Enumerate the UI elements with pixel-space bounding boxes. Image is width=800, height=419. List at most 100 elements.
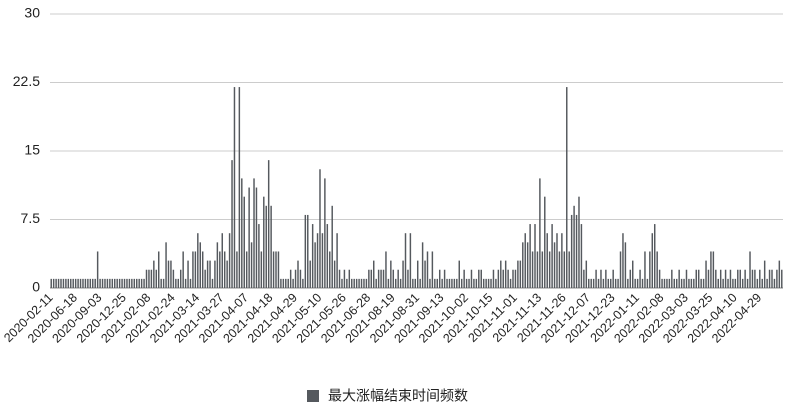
bar [263, 196, 265, 288]
bar [94, 278, 96, 288]
bar [77, 278, 79, 288]
bar [267, 160, 270, 288]
bar [548, 251, 551, 288]
bar [688, 278, 690, 288]
bar [448, 278, 451, 288]
bar [211, 278, 214, 288]
bar [309, 260, 311, 288]
bar [272, 251, 275, 288]
bar [705, 260, 707, 288]
bar [502, 269, 504, 288]
y-tick-label: 30 [24, 5, 40, 21]
y-tick-label: 15 [24, 142, 40, 158]
bar [368, 269, 370, 288]
bar [385, 251, 387, 288]
bar [729, 269, 732, 288]
bar [282, 278, 285, 288]
bar [189, 278, 192, 288]
bar [65, 278, 67, 288]
bar [399, 278, 402, 288]
bar [206, 260, 209, 288]
bar [280, 278, 282, 288]
bar [133, 278, 136, 288]
bar [104, 278, 106, 288]
bar [683, 278, 685, 288]
bar [289, 269, 292, 288]
bar [558, 251, 561, 288]
bar [404, 233, 407, 288]
bar [60, 278, 62, 288]
bar [512, 269, 514, 288]
bar [341, 278, 343, 288]
bar [622, 233, 624, 288]
bar [331, 205, 333, 288]
bar [236, 251, 238, 288]
bar [438, 269, 441, 288]
bar [487, 278, 490, 288]
bar [607, 278, 610, 288]
bar [157, 251, 160, 288]
bar [556, 233, 558, 288]
labels: 07.51522.5302020-02-112020-06-182020-09-… [1, 5, 764, 346]
bar [580, 224, 583, 288]
bar [194, 251, 197, 288]
bar [666, 278, 668, 288]
bar [241, 178, 243, 288]
bar [702, 278, 705, 288]
bar [739, 269, 741, 288]
bar [734, 278, 737, 288]
bar [480, 269, 482, 288]
bar [478, 269, 480, 288]
bar [460, 278, 463, 288]
bar [656, 251, 658, 288]
bar [50, 278, 52, 288]
bar [605, 269, 607, 288]
bar [373, 260, 375, 288]
bar [324, 178, 326, 288]
bar [524, 233, 526, 288]
bar [685, 269, 688, 288]
bar [358, 278, 360, 288]
bar [67, 278, 70, 288]
bar [426, 251, 429, 288]
bar [492, 269, 495, 288]
y-tick-label: 7.5 [21, 210, 41, 226]
bar [768, 269, 771, 288]
bar [390, 260, 392, 288]
bar [204, 269, 206, 288]
bar [253, 178, 255, 288]
bar [441, 278, 443, 288]
bar [336, 233, 338, 288]
bar [96, 251, 99, 288]
bar [177, 278, 180, 288]
bar [292, 278, 294, 288]
bar [346, 278, 348, 288]
bar [175, 278, 177, 288]
bar [74, 278, 77, 288]
bar [639, 269, 641, 288]
bar [287, 278, 289, 288]
bar [719, 269, 722, 288]
bar [167, 260, 170, 288]
bar [355, 278, 358, 288]
bar [424, 260, 426, 288]
bar [248, 187, 250, 288]
bar [360, 278, 363, 288]
bar [663, 278, 666, 288]
bar [326, 224, 329, 288]
bar [624, 242, 627, 288]
bar [495, 278, 497, 288]
bar [79, 278, 82, 288]
bar [485, 278, 487, 288]
bar [365, 278, 368, 288]
bar [470, 269, 473, 288]
bar [109, 278, 111, 288]
bar [153, 260, 155, 288]
legend-label: 最大涨幅结束时间频数 [328, 388, 468, 404]
bar [475, 278, 478, 288]
bar [170, 260, 172, 288]
bar [92, 278, 94, 288]
bar [473, 278, 475, 288]
legend-swatch [307, 390, 319, 402]
